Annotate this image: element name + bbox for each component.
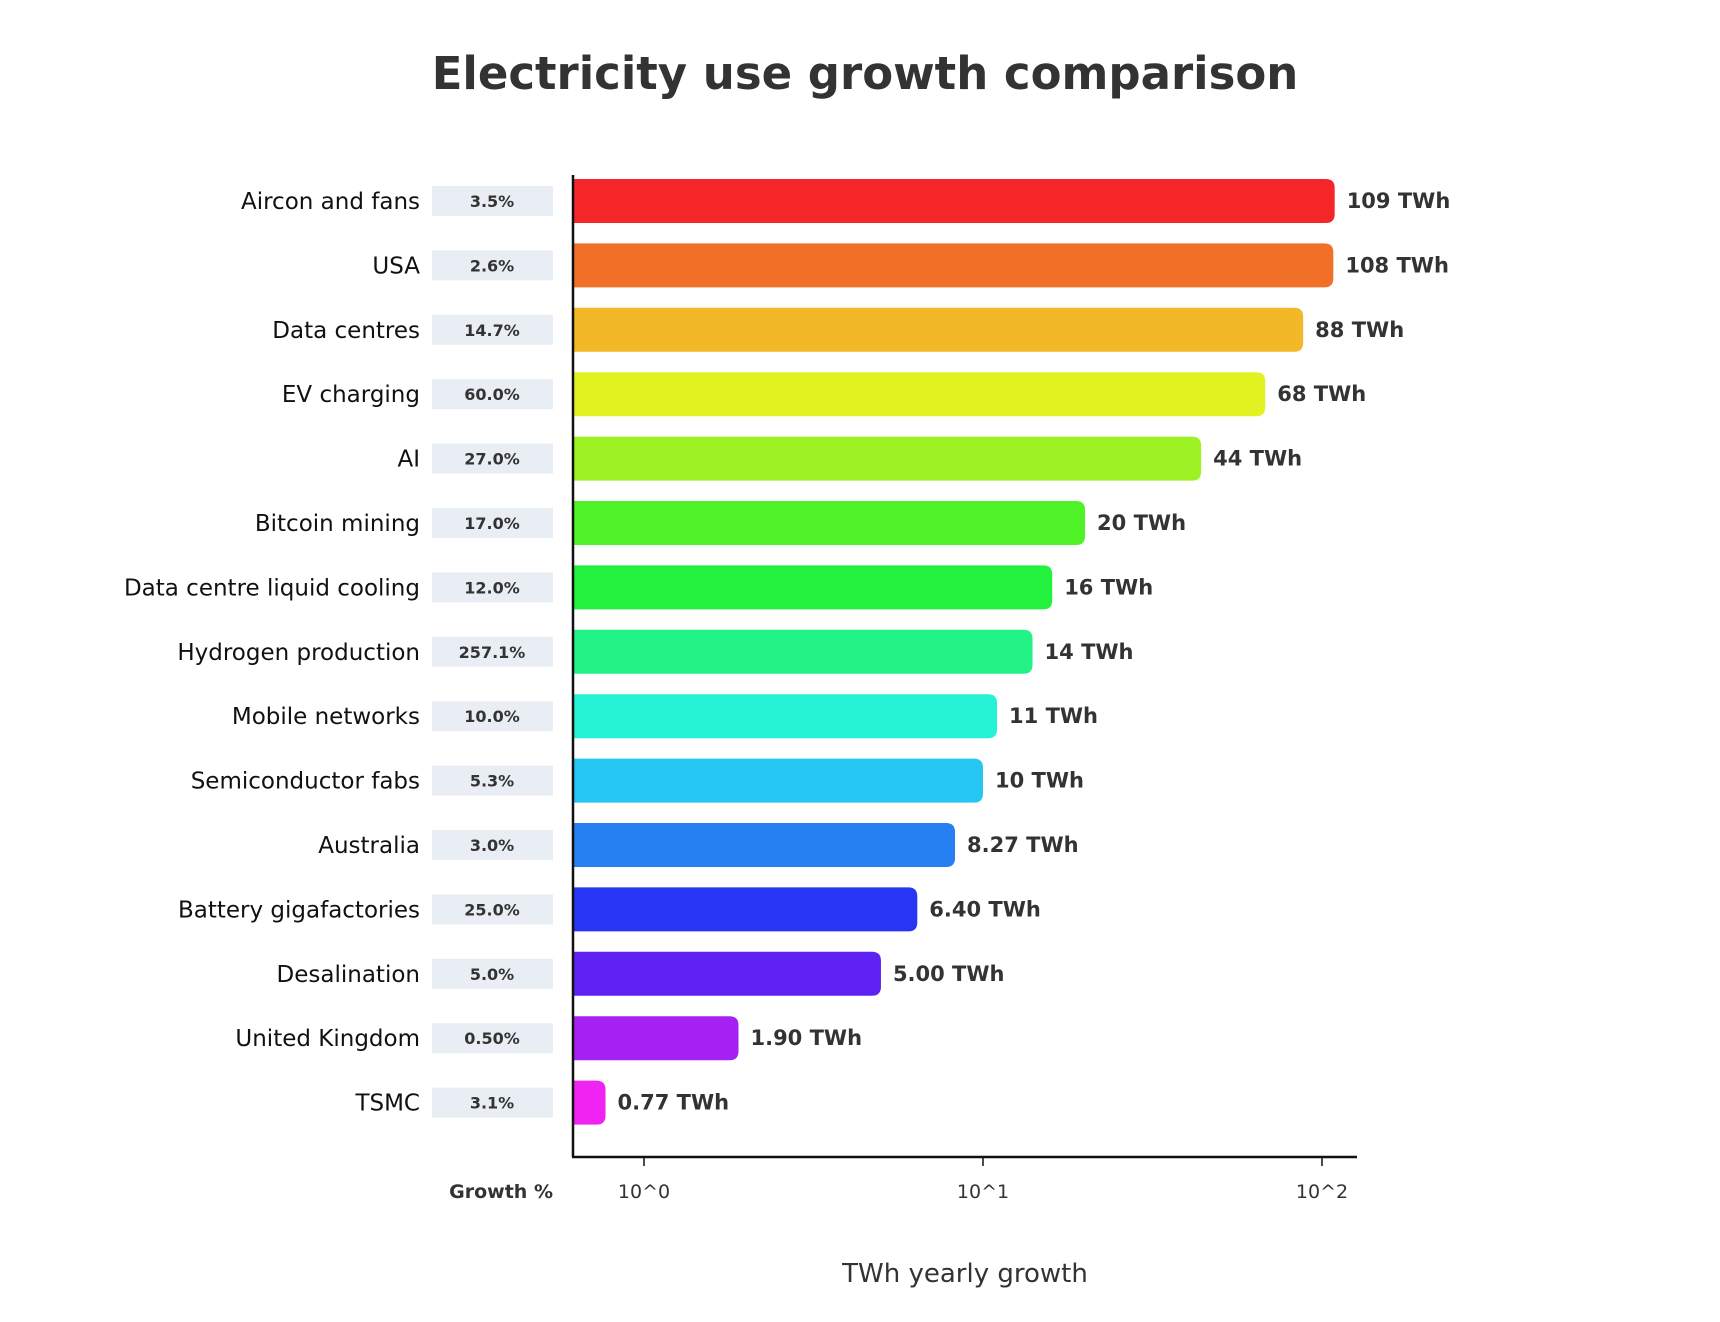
value-label: 88 TWh xyxy=(1315,318,1404,342)
growth-label: 25.0% xyxy=(464,900,520,919)
growth-badge xyxy=(432,958,553,989)
bar-row: Mobile networks 10.0% 11 TWh xyxy=(232,694,1098,739)
growth-label: 60.0% xyxy=(464,385,520,404)
bar-row: EV charging 60.0% 68 TWh xyxy=(282,372,1366,417)
bar-row: TSMC 3.1% 0.77 TWh xyxy=(354,1080,730,1125)
category-label: Hydrogen production xyxy=(177,640,420,666)
bar-row: Hydrogen production 257.1% 14 TWh xyxy=(177,629,1134,674)
growth-label: 3.0% xyxy=(470,836,514,855)
x-tick-label: 10^2 xyxy=(1296,1181,1348,1203)
category-label: Desalination xyxy=(277,962,420,988)
value-label: 11 TWh xyxy=(1009,704,1098,728)
bar-row: Data centres 14.7% 88 TWh xyxy=(272,307,1404,352)
growth-badge xyxy=(432,830,553,860)
growth-badge xyxy=(432,636,553,667)
value-label: 0.77 TWh xyxy=(618,1091,730,1115)
bar xyxy=(573,758,983,803)
bar xyxy=(573,565,1053,610)
x-tick-label: 10^0 xyxy=(618,1181,670,1203)
value-label: 10 TWh xyxy=(995,769,1084,793)
value-label: 109 TWh xyxy=(1347,189,1451,213)
value-label: 5.00 TWh xyxy=(893,962,1005,986)
bar-row: Australia 3.0% 8.27 TWh xyxy=(318,823,1079,867)
category-label: Battery gigafactories xyxy=(178,897,420,923)
bar xyxy=(573,436,1202,481)
growth-badge xyxy=(432,1087,553,1118)
growth-badge xyxy=(432,765,553,796)
bar xyxy=(573,1080,606,1125)
bar-row: Battery gigafactories 25.0% 6.40 TWh xyxy=(178,887,1041,932)
growth-badge xyxy=(432,572,553,603)
bar xyxy=(573,694,998,739)
growth-badge xyxy=(432,508,553,538)
bar xyxy=(573,1016,739,1061)
growth-badge xyxy=(432,1023,553,1054)
growth-badge xyxy=(432,314,553,345)
growth-badge xyxy=(432,894,553,925)
growth-label: 3.5% xyxy=(470,192,514,211)
growth-label: 257.1% xyxy=(459,643,526,662)
x-axis-label: TWh yearly growth xyxy=(841,1259,1088,1289)
value-label: 8.27 TWh xyxy=(967,833,1079,857)
category-label: AI xyxy=(397,447,420,473)
growth-label: 5.3% xyxy=(470,772,514,791)
value-label: 108 TWh xyxy=(1345,253,1449,277)
bar-row: AI 27.0% 44 TWh xyxy=(397,436,1302,481)
value-label: 16 TWh xyxy=(1064,575,1153,599)
growth-label: 27.0% xyxy=(464,450,520,469)
category-label: EV charging xyxy=(282,382,420,408)
value-label: 44 TWh xyxy=(1213,447,1302,471)
bar xyxy=(573,501,1086,545)
bar-row: USA 2.6% 108 TWh xyxy=(372,243,1449,288)
x-tick-label: 10^1 xyxy=(957,1181,1009,1203)
bar xyxy=(573,887,918,932)
category-label: Mobile networks xyxy=(232,704,420,730)
value-label: 14 TWh xyxy=(1045,640,1134,664)
value-label: 20 TWh xyxy=(1097,511,1186,535)
category-label: Bitcoin mining xyxy=(255,511,420,537)
growth-badge xyxy=(432,250,553,281)
value-label: 68 TWh xyxy=(1277,382,1366,406)
bar-row: Data centre liquid cooling 12.0% 16 TWh xyxy=(124,565,1153,610)
bar-row: Desalination 5.0% 5.00 TWh xyxy=(277,951,1005,996)
bar-row: United Kingdom 0.50% 1.90 TWh xyxy=(235,1016,862,1061)
category-label: Semiconductor fabs xyxy=(191,769,420,795)
growth-badge xyxy=(432,379,553,410)
growth-badge xyxy=(432,701,553,732)
value-label: 6.40 TWh xyxy=(929,897,1041,921)
bars-group: Aircon and fans 3.5% 109 TWh USA 2.6% 108 TWh… xyxy=(124,179,1450,1125)
growth-label: 17.0% xyxy=(464,514,520,533)
bar xyxy=(573,823,956,867)
growth-label: 2.6% xyxy=(470,256,514,275)
growth-label: 10.0% xyxy=(464,707,520,726)
bar xyxy=(573,243,1334,288)
bar-row: Bitcoin mining 17.0% 20 TWh xyxy=(255,501,1186,545)
growth-column-header: Growth % xyxy=(449,1181,553,1203)
growth-badge xyxy=(432,443,553,474)
category-label: Data centre liquid cooling xyxy=(124,575,420,601)
bar xyxy=(573,179,1335,223)
value-label: 1.90 TWh xyxy=(750,1026,862,1050)
growth-badge xyxy=(432,186,553,216)
x-ticks-group: 10^0 10^1 10^2 xyxy=(618,1157,1348,1203)
growth-label: 3.1% xyxy=(470,1094,514,1113)
bar xyxy=(573,307,1304,352)
growth-label: 12.0% xyxy=(464,578,520,597)
bar xyxy=(573,951,881,996)
category-label: TSMC xyxy=(354,1091,420,1117)
bar xyxy=(573,372,1266,417)
growth-label: 0.50% xyxy=(464,1029,520,1048)
chart-title: Electricity use growth comparison xyxy=(432,47,1299,100)
category-label: Australia xyxy=(318,833,420,859)
category-label: Aircon and fans xyxy=(241,189,420,215)
category-label: United Kingdom xyxy=(235,1026,420,1052)
bar-row: Aircon and fans 3.5% 109 TWh xyxy=(241,179,1450,223)
growth-label: 14.7% xyxy=(464,321,520,340)
bar xyxy=(573,629,1033,674)
category-label: USA xyxy=(372,253,420,279)
growth-label: 5.0% xyxy=(470,965,514,984)
category-label: Data centres xyxy=(272,318,420,344)
bar-row: Semiconductor fabs 5.3% 10 TWh xyxy=(191,758,1084,803)
